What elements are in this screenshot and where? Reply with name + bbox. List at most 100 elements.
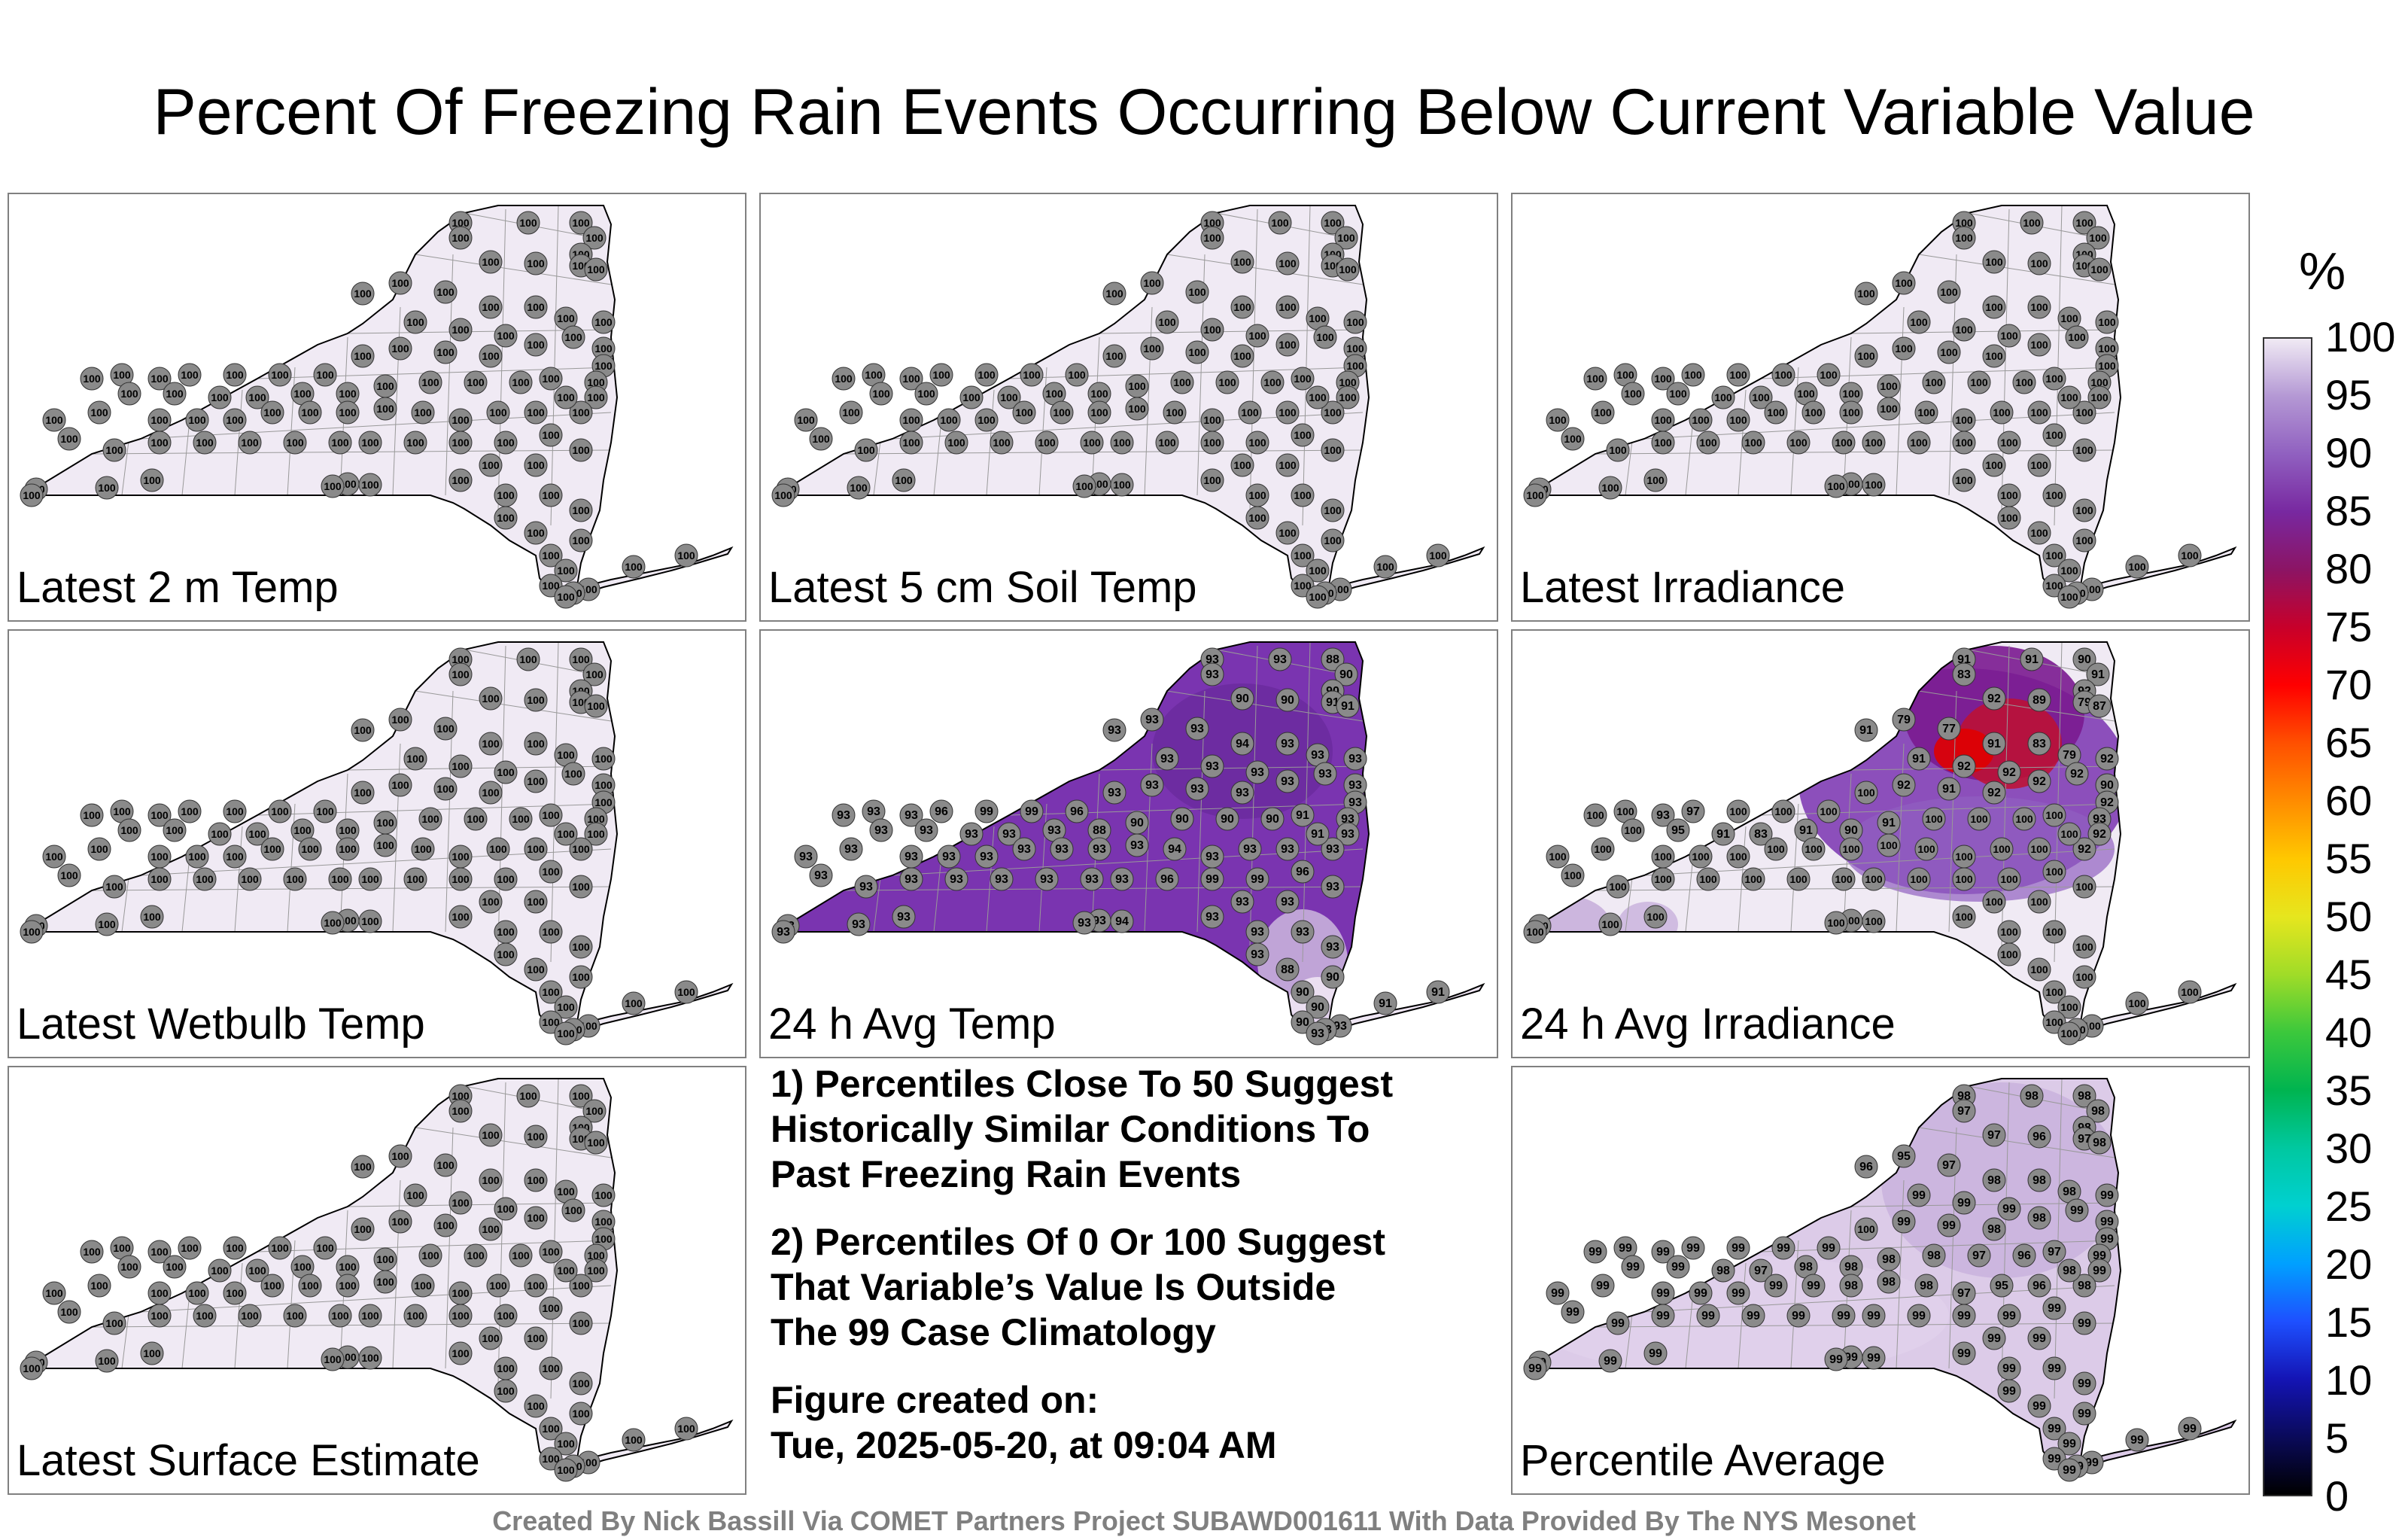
- station-marker: 96: [2027, 1125, 2051, 1149]
- svg-text:100: 100: [1324, 444, 1342, 456]
- station-marker: 98: [2027, 1168, 2051, 1192]
- county-line: [181, 856, 190, 933]
- svg-text:99: 99: [1656, 1310, 1670, 1322]
- svg-text:91: 91: [1379, 997, 1392, 1010]
- station-marker: 100: [1291, 483, 1315, 507]
- svg-text:100: 100: [188, 1287, 206, 1299]
- station-marker: 99: [1741, 1304, 1765, 1328]
- colorbar-tick-label: 40: [2325, 1009, 2373, 1056]
- station-marker: 100: [509, 1243, 533, 1268]
- svg-text:98: 98: [1927, 1249, 1941, 1262]
- svg-text:100: 100: [1000, 391, 1018, 403]
- county-line: [1166, 690, 1364, 722]
- station-marker: 100: [990, 431, 1014, 455]
- svg-text:100: 100: [45, 414, 63, 426]
- station-marker: 100: [433, 340, 458, 364]
- svg-text:100: 100: [451, 873, 470, 885]
- station-marker: 100: [1817, 799, 1841, 823]
- svg-text:99: 99: [1844, 1351, 1858, 1364]
- station-marker: 91: [1426, 980, 1450, 1004]
- station-marker: 100: [260, 837, 284, 861]
- state-map: 9897989898989796979896959798989899999999…: [1523, 1078, 2237, 1482]
- station-marker: 93: [1306, 743, 1330, 767]
- svg-text:100: 100: [2015, 376, 2033, 388]
- colorbar-tick-label: 20: [2325, 1240, 2373, 1288]
- station-marker: 100: [554, 1021, 578, 1045]
- station-marker: 93: [1185, 777, 1209, 801]
- svg-text:100: 100: [797, 414, 815, 426]
- svg-text:100: 100: [1804, 406, 1823, 418]
- station-marker: 93: [1321, 935, 1345, 959]
- station-marker: 99: [1824, 1347, 1848, 1371]
- svg-text:100: 100: [1767, 406, 1785, 418]
- svg-text:100: 100: [1865, 479, 1883, 491]
- station-marker: 92: [1982, 781, 2006, 805]
- svg-text:100: 100: [150, 437, 169, 449]
- station-marker: 100: [591, 310, 616, 334]
- state-outline: [29, 205, 619, 595]
- svg-text:99: 99: [1528, 1362, 1542, 1375]
- station-marker: 97: [1952, 1099, 1976, 1123]
- svg-text:100: 100: [1654, 437, 1672, 449]
- station-marker: 93: [1035, 867, 1059, 891]
- station-marker: 91: [1937, 777, 1961, 801]
- station-marker: 100: [2072, 400, 2096, 425]
- svg-text:93: 93: [905, 809, 918, 822]
- svg-text:100: 100: [1789, 437, 1808, 449]
- station-marker: 100: [569, 528, 593, 552]
- panel-label: Latest Irradiance: [1520, 563, 1846, 612]
- station-marker: 100: [524, 453, 548, 477]
- svg-text:100: 100: [150, 809, 169, 821]
- station-marker: 100: [914, 382, 938, 406]
- station-marker: 100: [569, 400, 593, 425]
- station-marker: 100: [448, 408, 473, 432]
- station-marker: 93: [990, 867, 1014, 891]
- station-marker: 100: [524, 732, 548, 756]
- station-marker: 100: [1877, 374, 1901, 398]
- svg-text:93: 93: [1206, 911, 1219, 924]
- station-marker: 100: [388, 773, 412, 797]
- svg-text:93: 93: [1273, 653, 1287, 666]
- svg-text:100: 100: [2060, 1001, 2078, 1013]
- station-marker: 100: [373, 1247, 397, 1271]
- station-marker: 100: [110, 799, 134, 823]
- svg-text:93: 93: [1326, 881, 1339, 893]
- svg-text:100: 100: [594, 1216, 613, 1228]
- station-marker: 100: [1877, 833, 1901, 857]
- station-marker: 100: [1982, 344, 2006, 368]
- station-marker: 100: [974, 363, 999, 387]
- svg-text:92: 92: [2002, 766, 2016, 779]
- svg-text:93: 93: [1115, 873, 1129, 886]
- station-marker: 99: [1666, 1255, 1690, 1279]
- svg-text:100: 100: [557, 749, 575, 761]
- svg-text:100: 100: [557, 1438, 575, 1450]
- station-marker: 90: [1306, 995, 1330, 1019]
- svg-text:100: 100: [293, 824, 312, 836]
- station-marker: 96: [2027, 1274, 2051, 1298]
- svg-text:99: 99: [1604, 1355, 1617, 1368]
- svg-text:100: 100: [2030, 963, 2048, 975]
- long-island-outline: [2083, 546, 2237, 595]
- station-marker: 100: [1892, 336, 1916, 361]
- station-marker: 97: [1937, 1153, 1961, 1177]
- station-marker: 100: [869, 382, 893, 406]
- svg-text:100: 100: [83, 373, 101, 385]
- note-1-line-1: 1) Percentiles Close To 50 Suggest: [771, 1063, 1394, 1105]
- notes-block: 1) Percentiles Close To 50 Suggest Histo…: [771, 1061, 1463, 1490]
- station-marker: 100: [418, 807, 442, 831]
- station-marker: 90: [1125, 811, 1149, 835]
- svg-text:98: 98: [2091, 1105, 2105, 1118]
- svg-text:100: 100: [572, 1090, 590, 1102]
- svg-text:91: 91: [1859, 724, 1873, 737]
- station-marker: 100: [448, 226, 473, 250]
- station-marker: 100: [2057, 558, 2081, 583]
- station-marker: 100: [464, 807, 488, 831]
- svg-text:100: 100: [83, 1246, 101, 1258]
- svg-text:100: 100: [2128, 561, 2146, 573]
- svg-text:100: 100: [150, 414, 169, 426]
- station-marker: 91: [1306, 822, 1330, 846]
- station-marker: 100: [561, 762, 585, 786]
- svg-text:96: 96: [2033, 1280, 2046, 1292]
- station-marker: 100: [102, 438, 126, 462]
